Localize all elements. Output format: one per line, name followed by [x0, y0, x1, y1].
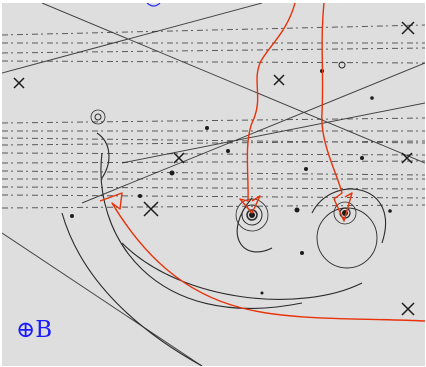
fiducial-x-bottom-right — [401, 302, 415, 316]
fiducial-x-middle — [273, 74, 285, 86]
annotation-traces — [99, 3, 425, 322]
fiducial-x-center — [173, 152, 185, 164]
bubble-chamber-photograph: ⊕B — [2, 3, 425, 366]
annotation-trace-long-curve — [99, 192, 425, 322]
beam-tracks — [2, 24, 425, 209]
fiducial-x-left — [13, 77, 25, 89]
film-background — [2, 3, 425, 366]
diagonal-tracks — [2, 3, 425, 366]
magnetic-field-label: ⊕B — [16, 317, 53, 343]
fiducial-x-top-right — [401, 21, 415, 35]
fiducial-x-lower-left — [143, 201, 159, 217]
fiducial-markers — [13, 21, 415, 316]
annotation-trace-right-track — [321, 3, 353, 222]
top-edge-mark — [146, 3, 161, 7]
bubble-chamber-tracks — [2, 3, 425, 366]
annotation-trace-left-track — [239, 3, 296, 214]
fiducial-x-right — [401, 152, 413, 164]
